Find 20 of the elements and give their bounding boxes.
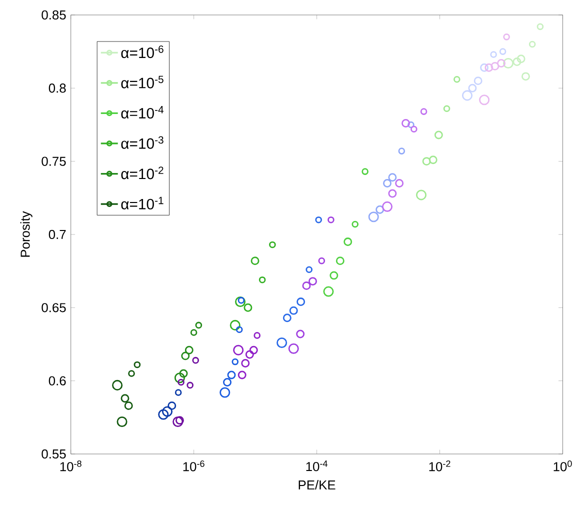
x-tick-label: 10$^{-6}$: [183, 460, 204, 472]
y-tick-label: 0.6: [48, 376, 66, 386]
y-tick-label: 0.65: [42, 303, 66, 312]
legend-label: α=10$^{-2}$: [121, 166, 164, 180]
y-tick-label: 0.85: [42, 10, 66, 20]
x-axis-title: PE/KE: [298, 480, 336, 490]
x-tick-label: 10$^{0}$: [554, 460, 572, 472]
legend-label: α=10$^{-4}$: [121, 106, 164, 119]
y-tick-label: 0.55: [42, 449, 66, 459]
legend-label: α=10$^{-3}$: [121, 136, 164, 149]
x-tick-label: 10$^{-4}$: [306, 460, 328, 472]
legend-label: α=10$^{-1}$: [121, 196, 164, 210]
legend-label: α=10$^{-5}$: [121, 76, 164, 88]
y-tick-label: 0.75: [42, 156, 66, 166]
y-axis-title: Porosity: [20, 211, 32, 257]
legend-label: α=10$^{-6}$: [121, 46, 164, 58]
x-tick-label: 10$^{-8}$: [60, 460, 82, 472]
x-tick-label: 10$^{-2}$: [429, 460, 450, 472]
y-tick-label: 0.7: [48, 230, 66, 240]
y-tick-label: 0.8: [48, 84, 66, 93]
